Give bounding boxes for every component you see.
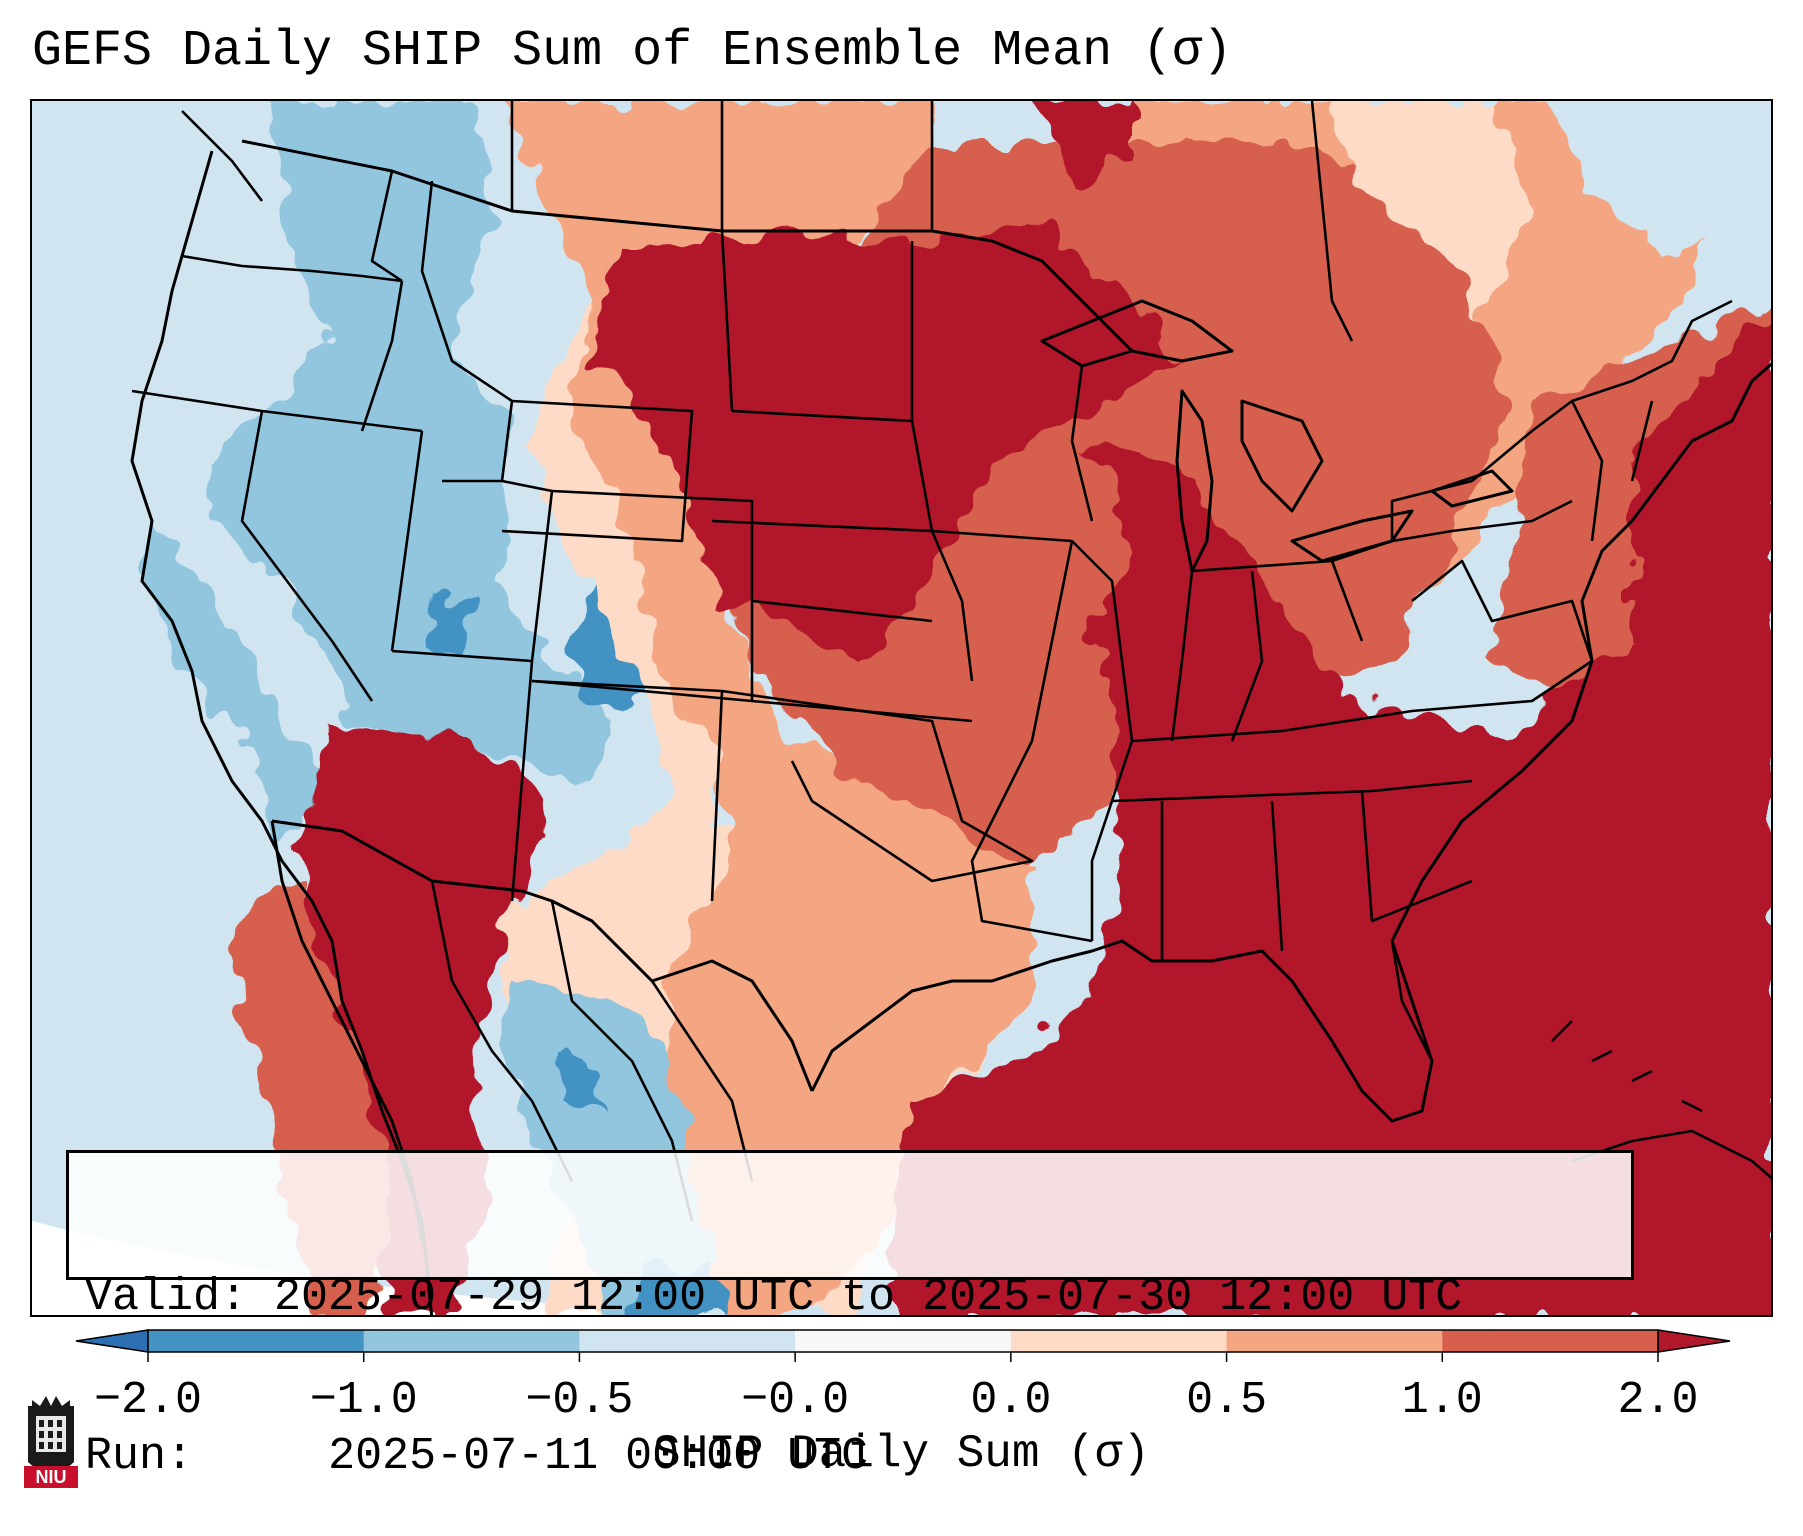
atlantic-coastline [1390,362,1771,942]
anomaly-region-northeast-canada-extreme-positive [1032,101,1132,181]
dakotas-nebraska-kansas-borders [711,409,974,723]
info-box: Valid: 2025-07-29 12:00 UTC to 2025-07-3… [66,1150,1634,1482]
logo-text: NIU [36,1467,67,1487]
lake-erie [1290,509,1414,563]
colorbar-bin [795,1330,1012,1352]
mississippi-valley-borders [910,241,1134,943]
wa-or-border [181,254,403,283]
colorbar-tick-label: −1.0 [310,1375,418,1418]
anomaly-region-utah-strong-negative [427,591,472,661]
lake-ontario [1430,469,1514,508]
us-mexico-border [271,819,814,1092]
mid-atlantic-borders [1331,299,1733,662]
colorbar-tick-label: 1.0 [1402,1375,1483,1418]
colorbar-tick-label: 0.0 [970,1375,1051,1418]
outside-projection-corner [32,1221,723,1315]
lake-superior [1040,299,1234,368]
id-mt-border [420,180,513,403]
anomaly-region-central-positive [502,101,1032,1315]
colorbar-tick-label: −2.0 [94,1375,202,1418]
niu-logo: NIU [24,1396,78,1488]
nv-ut-border [390,430,424,652]
florida-coastline [1390,940,1434,1062]
southeast-state-borders [1111,659,1593,961]
state-borders [131,101,1771,1222]
canada-province-borders [510,101,1354,342]
vancouver-island-coastline [181,110,264,202]
colorbar-tick-label: −0.0 [741,1375,849,1418]
colorbar-extend-over [1657,1329,1731,1353]
run-row: Run: 2025-07-11 00:00 UTC [85,1430,1615,1483]
or-id-border [360,280,404,432]
colorbar-ticks: −2.0 −1.0 −0.5 −0.0 0.0 0.5 1.0 2.0 [94,1352,1699,1418]
anomaly-region-labrador-weak-negative [1552,101,1771,251]
map-title: GEFS Daily SHIP Sum of Ensemble Mean (σ) [32,23,1233,80]
colorbar-bin [1226,1330,1443,1352]
anomaly-map [32,101,1771,1315]
valid-row: Valid: 2025-07-29 12:00 UTC to 2025-07-3… [85,1271,1615,1324]
colorbar-swatches [75,1329,1731,1353]
colorbar-tick-label: 2.0 [1617,1375,1698,1418]
cuba-coastline [1571,1129,1771,1180]
colorbar-tick-label: −0.5 [525,1375,633,1418]
wyoming-border [501,399,694,543]
wa-id-border [370,170,403,283]
anomaly-region-mexico-strong-negative [552,1051,602,1111]
colorbar-bin [363,1330,580,1352]
colorbar-bin [148,1330,365,1352]
run-value: 2025-07-11 00:00 UTC [328,1431,869,1482]
colorbar-title: SHIP Daily Sum (σ) [653,1428,1150,1480]
lake-michigan [1175,389,1214,573]
anomaly-region-mississippi-extreme-positive [892,441,1771,1315]
colorbar-tick-label: 0.5 [1186,1375,1267,1418]
valid-label: Valid: [85,1272,248,1323]
ut-az-border [391,649,533,663]
colorbar-outline [147,1329,1659,1353]
montana-dakota-border [720,230,734,412]
colorbar-extend-under [75,1329,149,1353]
map-panel [30,99,1773,1317]
oklahoma-border [721,689,1034,883]
valid-value: 2025-07-29 12:00 UTC to 2025-07-30 12:00… [274,1272,1463,1323]
colorbar-bin [1010,1330,1228,1352]
great-lakes-state-borders [1070,365,1364,742]
anomaly-region-california-negative [142,521,332,841]
az-nm-border [510,660,534,902]
ca-nv-border [240,410,374,702]
anomaly-region-northern-plains-extreme-positive [592,221,1182,661]
gulf-coastline [810,939,1434,1123]
colorbar-bin [1442,1330,1659,1352]
colorbar-bin [579,1330,796,1352]
run-label: Run: [85,1431,194,1482]
lake-huron [1240,399,1324,513]
bahamas-coastline [1551,1020,1703,1113]
colorbar: −2.0 −1.0 −0.5 −0.0 0.0 0.5 1.0 2.0 [75,1329,1731,1418]
